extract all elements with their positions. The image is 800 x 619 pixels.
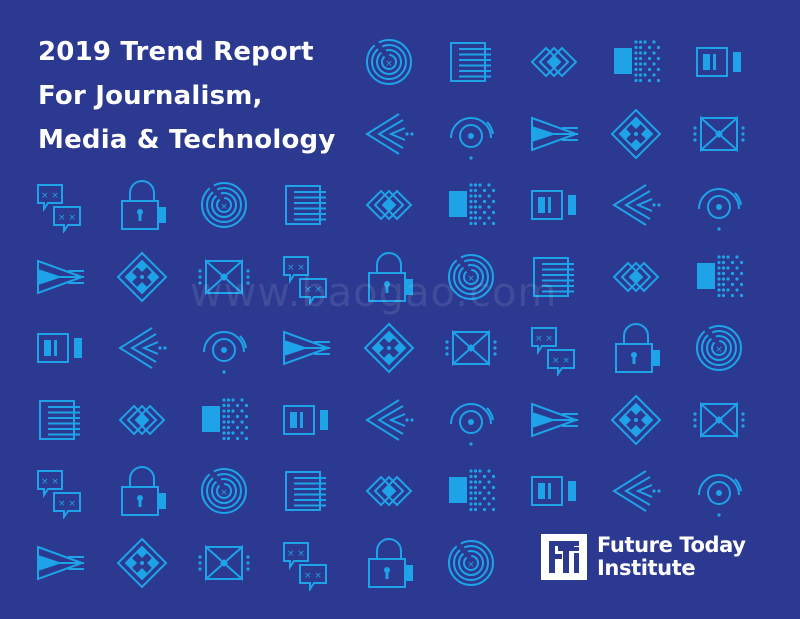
diamond-cluster-icon	[608, 106, 664, 162]
arrows-left-icon	[114, 320, 170, 376]
radar-icon	[443, 392, 499, 448]
list-icon	[32, 392, 88, 448]
padlock-icon	[361, 535, 417, 591]
diamond-cluster-icon	[361, 320, 417, 376]
plane-icon	[526, 392, 582, 448]
padlock-icon	[114, 463, 170, 519]
svg-text:×: ×	[467, 274, 475, 284]
diamond-cluster-icon	[114, 249, 170, 305]
diamond-cluster-icon	[608, 392, 664, 448]
svg-text:× ×: × ×	[287, 263, 305, 273]
logo-line-2: Institute	[597, 556, 696, 580]
chat-icon: × × × ×	[32, 463, 88, 519]
fti-logo-mark-icon	[541, 534, 587, 580]
padlock-icon	[608, 320, 664, 376]
svg-text:×: ×	[220, 202, 228, 212]
plane-icon	[32, 535, 88, 591]
battery-icon	[526, 463, 582, 519]
fti-logo: Future Today Institute	[541, 534, 746, 580]
list-icon	[278, 463, 334, 519]
diamonds-icon	[608, 249, 664, 305]
battery-icon	[32, 320, 88, 376]
diamonds-icon	[361, 463, 417, 519]
chat-icon: × × × ×	[278, 535, 334, 591]
maze-icon: ×	[361, 34, 417, 90]
dot-grid-icon	[443, 177, 499, 233]
arrows-left-icon	[608, 177, 664, 233]
svg-text:× ×: × ×	[552, 356, 570, 366]
battery-icon	[526, 177, 582, 233]
battery-icon	[278, 392, 334, 448]
maze-icon: ×	[691, 320, 747, 376]
svg-text:× ×: × ×	[304, 285, 322, 295]
report-title: 2019 Trend Report For Journalism, Media …	[38, 30, 336, 162]
maze-icon: ×	[196, 177, 252, 233]
arrows-left-icon	[608, 463, 664, 519]
svg-text:×: ×	[467, 560, 475, 570]
bowtie-icon	[691, 392, 747, 448]
arrows-left-icon	[361, 106, 417, 162]
bowtie-icon	[196, 249, 252, 305]
radar-icon	[691, 463, 747, 519]
padlock-icon	[361, 249, 417, 305]
svg-text:× ×: × ×	[41, 477, 59, 487]
chat-icon: × × × ×	[32, 177, 88, 233]
logo-line-1: Future Today	[597, 533, 746, 557]
plane-icon	[526, 106, 582, 162]
dot-grid-icon	[196, 392, 252, 448]
radar-icon	[691, 177, 747, 233]
title-line-1: 2019 Trend Report	[38, 37, 314, 67]
svg-text:× ×: × ×	[58, 213, 76, 223]
diamonds-icon	[361, 177, 417, 233]
svg-text:×: ×	[220, 488, 228, 498]
fti-logo-text: Future Today Institute	[597, 534, 746, 580]
svg-text:× ×: × ×	[41, 191, 59, 201]
svg-text:×: ×	[385, 59, 393, 69]
svg-text:× ×: × ×	[535, 334, 553, 344]
radar-icon	[443, 106, 499, 162]
arrows-left-icon	[361, 392, 417, 448]
radar-icon	[196, 320, 252, 376]
bowtie-icon	[691, 106, 747, 162]
list-icon	[443, 34, 499, 90]
dot-grid-icon	[608, 34, 664, 90]
chat-icon: × × × ×	[526, 320, 582, 376]
list-icon	[278, 177, 334, 233]
svg-text:× ×: × ×	[304, 571, 322, 581]
svg-text:× ×: × ×	[287, 549, 305, 559]
plane-icon	[278, 320, 334, 376]
maze-icon: ×	[443, 249, 499, 305]
diamonds-icon	[526, 34, 582, 90]
chat-icon: × × × ×	[278, 249, 334, 305]
dot-grid-icon	[691, 249, 747, 305]
maze-icon: ×	[196, 463, 252, 519]
list-icon	[526, 249, 582, 305]
plane-icon	[32, 249, 88, 305]
battery-icon	[691, 34, 747, 90]
title-line-3: Media & Technology	[38, 125, 336, 155]
padlock-icon	[114, 177, 170, 233]
diamonds-icon	[114, 392, 170, 448]
bowtie-icon	[196, 535, 252, 591]
diamond-cluster-icon	[114, 535, 170, 591]
dot-grid-icon	[443, 463, 499, 519]
title-line-2: For Journalism,	[38, 81, 263, 111]
maze-icon: ×	[443, 535, 499, 591]
bowtie-icon	[443, 320, 499, 376]
watermark-text: www.baogao.com	[190, 270, 558, 316]
svg-text:× ×: × ×	[58, 499, 76, 509]
svg-text:×: ×	[715, 345, 723, 355]
